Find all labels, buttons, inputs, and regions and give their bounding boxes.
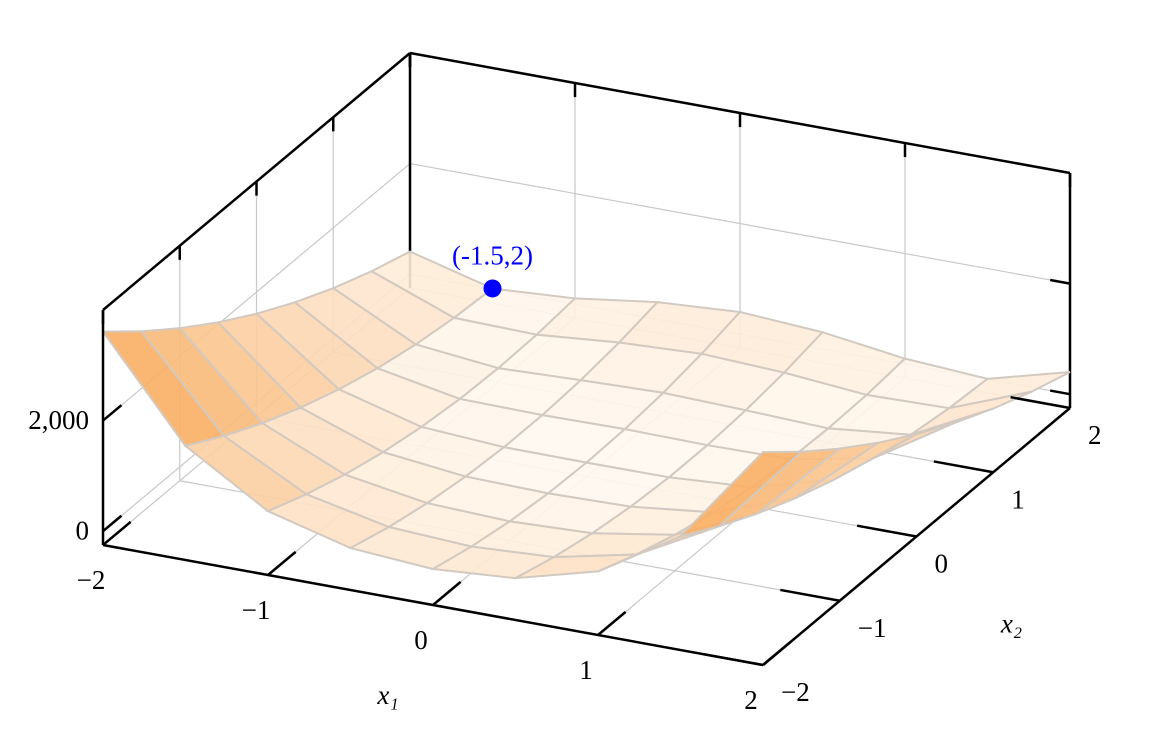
- tick-mark: [267, 550, 297, 576]
- annotation-label: (-1.5,2): [452, 241, 533, 271]
- x-axis-label: x₁: [376, 680, 398, 710]
- tick-mark: [856, 524, 917, 538]
- z-tick-label: 2,000: [28, 405, 89, 435]
- y-tick-label: 1: [1011, 484, 1025, 514]
- x-tick-label: −2: [77, 565, 106, 595]
- annotation-point: [483, 279, 502, 298]
- tick-mark: [597, 610, 627, 636]
- tick-mark: [102, 514, 123, 533]
- y-tick-label: −1: [858, 613, 887, 643]
- tick-mark: [1049, 278, 1071, 285]
- x-tick-label: 2: [744, 685, 758, 715]
- x-tick-label: −1: [242, 595, 271, 625]
- tick-mark: [933, 460, 994, 474]
- surface-patch: [677, 450, 804, 539]
- tick-mark: [703, 652, 764, 667]
- y-axis-label: x₂: [1000, 609, 1022, 639]
- x-tick-label: 0: [414, 625, 428, 655]
- z-tick-label: 0: [76, 515, 90, 545]
- y-tick-label: 2: [1088, 420, 1102, 450]
- y-tick-label: −2: [781, 677, 810, 707]
- y-tick-label: 0: [935, 549, 949, 579]
- x-tick-label: 1: [579, 655, 593, 685]
- grid-line: [409, 162, 1071, 285]
- tick-mark: [1010, 395, 1071, 410]
- tick-mark: [432, 580, 462, 606]
- tick-mark: [102, 520, 132, 546]
- tick-mark: [780, 588, 840, 602]
- tick-mark: [1049, 389, 1071, 396]
- tick-mark: [762, 640, 792, 666]
- tick-mark: [102, 404, 123, 422]
